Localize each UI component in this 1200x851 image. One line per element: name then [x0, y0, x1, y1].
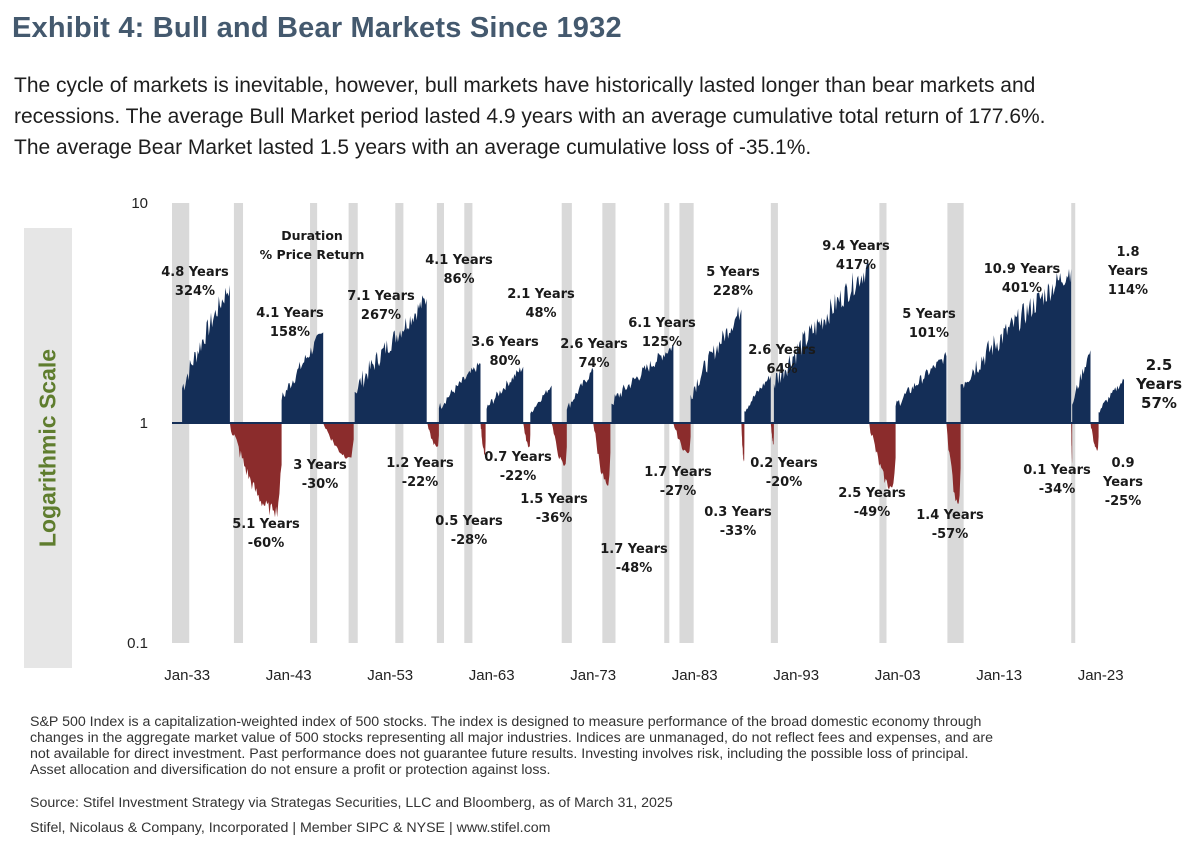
disclaimer-line: changes in the aggregate market value of… [30, 730, 993, 746]
bear-market-area [1071, 423, 1073, 463]
bear-market-area [323, 423, 354, 459]
x-tick-label: Jan-23 [1078, 667, 1124, 684]
bull-market-area [354, 295, 427, 423]
bull-market-area [611, 345, 674, 423]
bear-market-annotation: 1.5 Years -36% [520, 492, 588, 526]
bear-market-annotation: 2.5 Years -49% [838, 486, 906, 520]
bull-market-annotation: 9.4 Years 417% [822, 239, 890, 273]
bull-market-area [1072, 350, 1091, 423]
disclaimer-line: not available for direct investment. Pas… [30, 746, 969, 762]
x-tick-label: Jan-73 [570, 667, 616, 684]
bull-market-annotation: 4.1 Years 86% [425, 253, 493, 287]
y-tick-label: 0.1 [127, 635, 148, 652]
bull-market-annotation: 10.9 Years 401% [984, 262, 1061, 296]
bear-market-annotation: 3 Years -30% [293, 458, 347, 492]
bull-market-area [690, 306, 742, 423]
disclaimer: S&P 500 Index is a capitalization-weight… [30, 714, 1180, 778]
current-market-annotation: 2.5 Years 57% [1135, 356, 1182, 412]
bear-market-annotation: 0.1 Years -34% [1023, 463, 1091, 497]
bull-market-annotation: 3.6 Years 80% [471, 335, 539, 369]
bear-market-annotation: 5.1 Years -60% [232, 517, 300, 551]
bull-market-annotation: 4.1 Years 158% [256, 306, 324, 340]
source-note: Source: Stifel Investment Strategy via S… [30, 795, 673, 811]
subtitle-line: recessions. The average Bull Market peri… [14, 105, 1046, 128]
bear-market-annotation: 1.4 Years -57% [916, 508, 984, 542]
x-tick-label: Jan-43 [266, 667, 312, 684]
bear-market-area [673, 423, 691, 454]
bear-market-area [229, 423, 282, 518]
axes: 10 1 0.1 Jan-33 Jan-43 Jan-53 Jan-63 Jan-73 Jan-… [127, 195, 1124, 684]
bear-market-annotation: 0.3 Years -33% [704, 505, 772, 539]
x-tick-label: Jan-03 [875, 667, 921, 684]
disclaimer-line: S&P 500 Index is a capitalization-weight… [30, 714, 982, 730]
legend-note: Duration% Price Return [260, 228, 365, 262]
bear-market-area [523, 423, 531, 448]
x-tick-label: Jan-63 [469, 667, 515, 684]
bear-market-area [1090, 423, 1099, 451]
x-tick-label: Jan-53 [367, 667, 413, 684]
bear-market-area [551, 423, 567, 466]
bull-market-annotation: 7.1 Years 267% [347, 289, 415, 323]
disclaimer-line: Asset allocation and diversification do … [30, 762, 551, 778]
bull-market-annotation: 2.6 Years 74% [560, 337, 628, 371]
bull-market-area [960, 268, 1072, 423]
bear-market-annotation: 0.2 Years -20% [750, 456, 818, 490]
bull-market-annotation: 5 Years 228% [706, 265, 760, 299]
bull-bear-chart: 10 1 0.1 Jan-33 Jan-43 Jan-53 Jan-63 Jan-73 Jan-… [127, 195, 1182, 684]
bear-market-area [946, 423, 961, 504]
bull-market-area [744, 375, 771, 423]
subtitle: The cycle of markets is inevitable, howe… [14, 70, 1194, 163]
bear-market-annotation: 1.2 Years -22% [386, 456, 454, 490]
bull-market-area [773, 262, 870, 423]
bear-market-area [426, 423, 439, 447]
bear-market-annotation: 0.7 Years -22% [484, 450, 552, 484]
bear-market-annotation: 1.7 Years -27% [644, 465, 712, 499]
bull-market-area [566, 367, 594, 423]
annotation-labels: Duration% Price Return 4.8 Years 324% 4.1 Y… [161, 228, 1182, 576]
bull-market-area [1098, 378, 1124, 423]
bull-market-annotation: 4.8 Years 324% [161, 265, 229, 299]
bull-market-annotation: 6.1 Years 125% [628, 316, 696, 350]
bull-market-area [486, 366, 524, 423]
bull-market-annotation: 1.8 Years 114% [1107, 245, 1148, 298]
x-tick-label: Jan-83 [672, 667, 718, 684]
y-tick-label: 10 [131, 195, 148, 212]
x-tick-label: Jan-33 [164, 667, 210, 684]
subtitle-line: The cycle of markets is inevitable, howe… [14, 74, 1036, 97]
bear-market-annotation: 1.7 Years -48% [600, 542, 668, 576]
bear-market-area [770, 423, 774, 446]
bear-market-area [593, 423, 611, 486]
bull-market-area [895, 352, 947, 423]
company-line: Stifel, Nicolaus & Company, Incorporated… [30, 820, 551, 836]
bear-market-area [869, 423, 896, 490]
bear-market-annotation: 0.9 Years -25% [1102, 456, 1143, 509]
bull-market-area [438, 362, 481, 423]
bull-market-annotation: 5 Years 101% [902, 307, 956, 341]
bull-market-area [281, 332, 324, 423]
page-title: Exhibit 4: Bull and Bear Markets Since 1… [12, 12, 622, 44]
y-axis-label-panel [24, 228, 72, 668]
bull-market-annotation: 2.1 Years 48% [507, 287, 575, 321]
x-tick-label: Jan-13 [976, 667, 1022, 684]
x-tick-label: Jan-93 [773, 667, 819, 684]
y-tick-label: 1 [140, 415, 148, 432]
bull-market-area [182, 285, 230, 423]
bull-market-area [530, 385, 552, 423]
bear-market-annotation: 0.5 Years -28% [435, 514, 503, 548]
bull-market-annotation: 2.6 Years 64% [748, 343, 816, 377]
bear-market-area [480, 423, 486, 456]
subtitle-line: The average Bear Market lasted 1.5 years… [14, 136, 812, 159]
market-areas [182, 262, 1124, 518]
bear-market-area [741, 423, 745, 462]
